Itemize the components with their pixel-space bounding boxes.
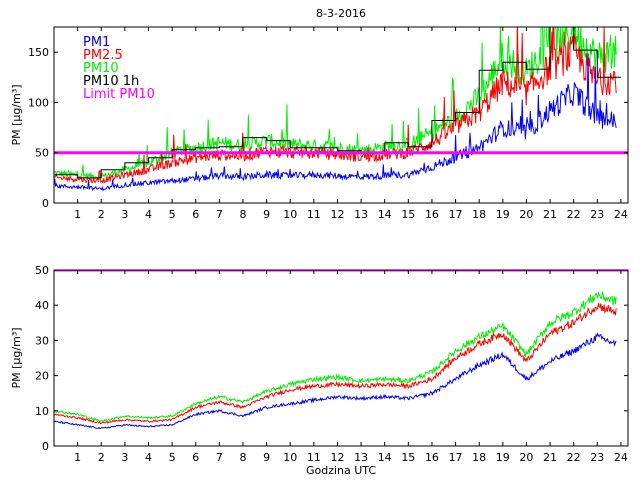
x-tick-label: 1 [74,208,81,221]
x-tick-label: 7 [216,208,223,221]
y-tick-label: 0 [42,440,49,453]
plot-frame [53,269,629,447]
x-tick-label: 5 [169,208,176,221]
y-tick-label: 150 [28,46,49,59]
x-tick-label: 21 [543,451,557,464]
x-tick-label: 2 [98,208,105,221]
x-tick-label: 20 [519,208,533,221]
x-tick-label: 17 [449,208,463,221]
x-tick-label: 20 [519,451,533,464]
x-tick-label: 2 [98,451,105,464]
series-step-pm10-1h [54,27,621,179]
series-line-pm10 [54,291,617,423]
legend-entry: PM1 [83,35,110,50]
x-tick-label: 24 [614,208,628,221]
y-tick-label: 20 [35,370,49,383]
plot-area [54,270,628,446]
x-tick-label: 19 [496,451,510,464]
x-tick-label: 13 [354,451,368,464]
x-tick-label: 15 [401,451,415,464]
x-tick-label: 18 [472,451,486,464]
x-tick-label: 4 [145,451,152,464]
x-tick-label: 9 [263,208,270,221]
x-tick-label: 9 [263,451,270,464]
x-tick-label: 6 [192,451,199,464]
x-tick-label: 15 [401,208,415,221]
x-tick-label: 6 [192,208,199,221]
x-tick-label: 13 [354,208,368,221]
y-tick-label: 10 [35,405,49,418]
legend-entry: PM10 [83,61,119,76]
series-line-pm2-5 [54,303,617,425]
x-tick-label: 8 [239,208,246,221]
x-tick-label: 8 [239,451,246,464]
x-tick-label: 3 [121,208,128,221]
x-tick-label: 10 [283,208,297,221]
x-axis-label: Godzina UTC [306,464,376,477]
x-tick-label: 22 [567,208,581,221]
x-tick-label: 7 [216,451,223,464]
y-tick-label: 30 [35,334,49,347]
x-tick-label: 21 [543,208,557,221]
x-tick-label: 23 [590,208,604,221]
y-tick-label: 50 [35,264,49,277]
x-tick-label: 5 [169,451,176,464]
x-tick-label: 22 [567,451,581,464]
chart-panel-2: 1 2 3 4 5 6 7 8 9 10 11 12 13 14 15 16 17 18 19 20 21 22 23 240… [10,264,629,477]
x-tick-label: 4 [145,208,152,221]
plot-series-group [54,270,628,430]
series-line-pm2-5 [54,27,617,184]
x-tick-label: 14 [378,451,392,464]
y-axis-label: PM [µg/m³] [10,84,23,145]
legend-entry: PM10 1h [83,74,139,89]
x-tick-label: 19 [496,208,510,221]
y-tick-label: 0 [42,197,49,210]
x-tick-label: 18 [472,208,486,221]
x-tick-label: 1 [74,451,81,464]
x-tick-label: 11 [307,208,321,221]
x-tick-label: 11 [307,451,321,464]
y-tick-label: 100 [28,96,49,109]
legend-entry: Limit PM10 [83,87,155,102]
x-tick-label: 14 [378,208,392,221]
plot-series-group [54,27,628,192]
x-tick-label: 3 [121,451,128,464]
x-tick-label: 10 [283,451,297,464]
y-tick-label: 50 [35,147,49,160]
x-tick-label: 23 [590,451,604,464]
series-line-pm1 [54,332,617,430]
series-line-pm1 [54,53,617,192]
x-tick-label: 16 [425,208,439,221]
x-tick-label: 16 [425,451,439,464]
x-tick-label: 24 [614,451,628,464]
y-axis-label: PM [µg/m³] [10,327,23,388]
y-tick-label: 40 [35,299,49,312]
x-tick-label: 17 [449,451,463,464]
chart-panel-1: 1 2 3 4 5 6 7 8 9 10 11 12 13 14 15 16 17 18 19 20 21 22 23 240… [10,7,629,221]
plot-frame [53,26,629,204]
x-tick-label: 12 [330,451,344,464]
legend-entry: PM2.5 [83,48,123,63]
x-tick-label: 12 [330,208,344,221]
chart-title: 8-3-2016 [316,7,366,20]
